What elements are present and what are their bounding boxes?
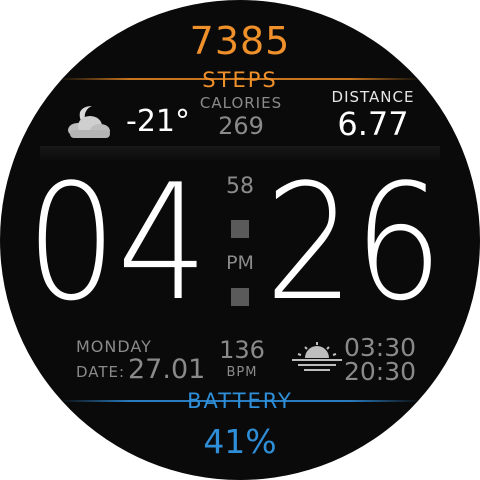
date-label: DATE: bbox=[76, 363, 126, 381]
steps-divider bbox=[58, 78, 422, 80]
minutes-text: 26 bbox=[265, 170, 443, 310]
calories-label: CALORIES bbox=[199, 94, 283, 112]
battery-label: BATTERY bbox=[187, 389, 293, 413]
steps-label: STEPS bbox=[202, 68, 278, 92]
sunset-time: 20:30 bbox=[344, 357, 417, 386]
distance-value: 6.77 bbox=[337, 105, 409, 143]
steps-count: 7385 bbox=[189, 19, 291, 63]
battery-divider bbox=[58, 400, 422, 402]
time-hours: 04 bbox=[22, 149, 212, 336]
date-value: 27.01 bbox=[128, 354, 206, 385]
weekday: MONDAY bbox=[76, 337, 152, 356]
seconds: 58 bbox=[226, 174, 254, 199]
colon-bottom bbox=[231, 288, 249, 306]
calories-value: 269 bbox=[218, 112, 264, 140]
upper-separator bbox=[40, 146, 440, 162]
sunrise-time: 03:30 bbox=[344, 333, 417, 362]
time-minutes: 26 bbox=[262, 149, 452, 336]
cloud-moon-icon bbox=[64, 102, 112, 140]
ampm-indicator: PM bbox=[226, 252, 254, 274]
battery-level: 41% bbox=[203, 422, 277, 461]
heart-rate-unit: BPM bbox=[226, 365, 258, 380]
sunrise-sunset-icon bbox=[290, 340, 344, 376]
hours-text: 04 bbox=[26, 170, 208, 310]
temperature: -21° bbox=[126, 104, 190, 139]
heart-rate-value: 136 bbox=[219, 336, 265, 364]
distance-label: DISTANCE bbox=[331, 88, 415, 106]
colon-top bbox=[231, 220, 249, 238]
